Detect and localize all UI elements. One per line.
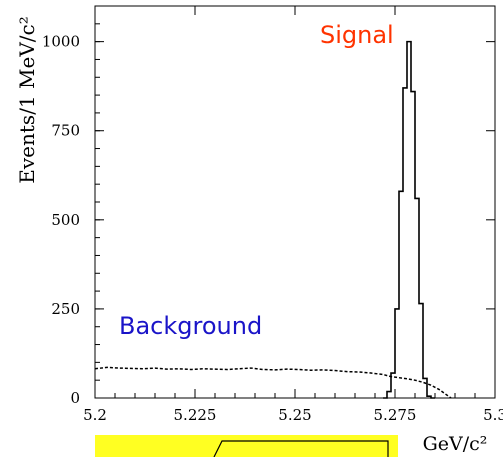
y-tick-label: 1000 — [42, 33, 80, 51]
signal-histogram — [383, 40, 435, 399]
x-tick-label: 5.3 — [483, 406, 503, 424]
y-tick-label: 750 — [51, 122, 80, 140]
highlight-strip — [95, 435, 398, 457]
x-tick-label: 5.275 — [374, 406, 417, 424]
signal-annotation: Signal — [320, 21, 394, 49]
x-axis-label: GeV/c² — [423, 433, 488, 455]
y-axis-label: Events/1 MeV/c² — [15, 16, 39, 183]
sqrt-formula-fragment — [213, 440, 389, 457]
x-tick-label: 5.2 — [83, 406, 107, 424]
y-tick-label: 0 — [70, 389, 80, 407]
axis-ticks: 5.2 5.225 5.25 5.275 5.3 0 250 500 750 1000 — [42, 6, 503, 424]
series-layer — [94, 40, 452, 399]
y-tick-label: 500 — [51, 211, 80, 229]
x-tick-label: 5.25 — [278, 406, 311, 424]
background-annotation: Background — [119, 312, 262, 340]
x-tick-label: 5.225 — [174, 406, 217, 424]
signal-bin — [407, 42, 411, 398]
y-tick-label: 250 — [51, 300, 80, 318]
background-curve — [94, 366, 452, 399]
